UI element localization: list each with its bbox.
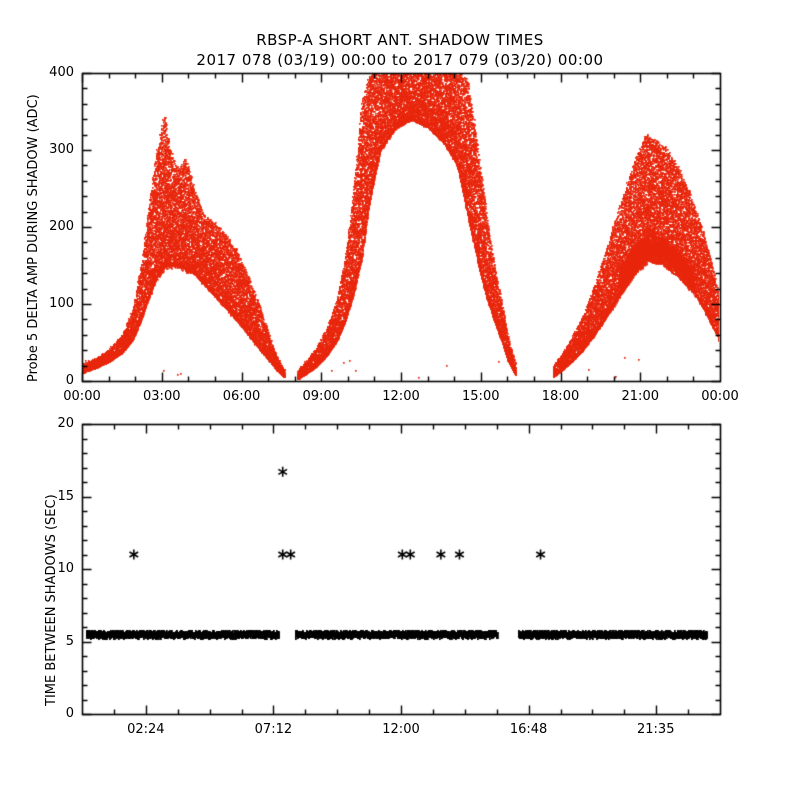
top-panel-x-tick-label: 06:00 xyxy=(222,389,261,404)
bottom-panel-x-tick-label: 02:24 xyxy=(127,722,165,737)
top-panel-x-tick-label: 18:00 xyxy=(541,389,580,404)
top-panel-y-tick-label: 0 xyxy=(65,373,74,388)
top-panel-y-tick-label: 400 xyxy=(49,65,74,80)
top-panel-y-axis-label: Probe 5 DELTA AMP DURING SHADOW (ADC) xyxy=(26,94,41,382)
top-panel-y-tick-label: 200 xyxy=(49,219,74,234)
bottom-panel-x-tick-label: 16:48 xyxy=(509,722,548,737)
bottom-panel-y-tick-label: 10 xyxy=(57,561,74,576)
top-panel-y-tick-label: 300 xyxy=(49,142,74,157)
bottom-panel-y-tick-label: 0 xyxy=(65,706,74,721)
top-panel-x-tick-label: 09:00 xyxy=(302,389,340,404)
bottom-panel-y-tick-label: 5 xyxy=(65,633,74,649)
bottom-panel-y-tick-label: 15 xyxy=(57,488,74,504)
bottom-panel-x-tick-label: 07:12 xyxy=(254,722,293,737)
top-panel-x-tick-label: 03:00 xyxy=(143,389,181,404)
top-panel-x-tick-label: 00:00 xyxy=(63,389,101,404)
bottom-panel-y-axis-label: TIME BETWEEN SHADOWS (SEC) xyxy=(44,494,59,706)
bottom-panel-y-tick-label: 20 xyxy=(57,416,74,431)
figure-title-line-2: 2017 078 (03/19) 00:00 to 2017 079 (03/2… xyxy=(196,51,604,69)
top-panel-x-tick-label: 21:00 xyxy=(621,389,659,404)
top-panel-x-tick-label: 15:00 xyxy=(462,389,500,404)
top-panel-y-tick-label: 100 xyxy=(49,296,74,311)
top-panel-x-tick-label: 00:00 xyxy=(701,389,739,404)
bottom-panel-x-tick-label: 21:35 xyxy=(637,722,675,737)
top-panel-x-tick-label: 12:00 xyxy=(382,389,420,404)
figure-title-line-1: RBSP-A SHORT ANT. SHADOW TIMES xyxy=(256,31,544,49)
bottom-panel-x-tick-label: 12:00 xyxy=(382,722,420,737)
